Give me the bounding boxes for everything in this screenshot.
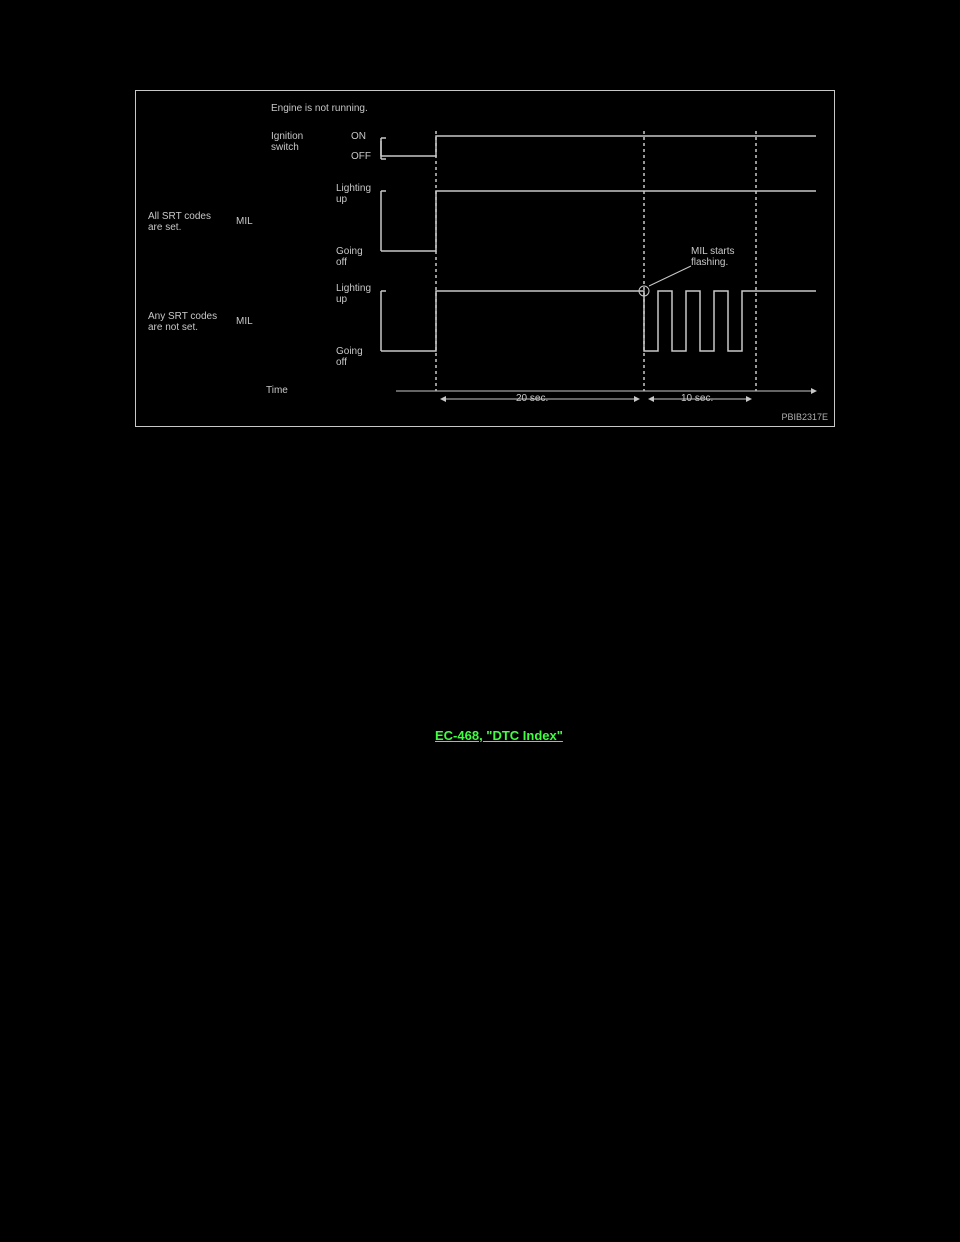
ignition-switch-label: Ignition switch [271, 131, 303, 153]
timing-diagram: Engine is not running. Ignition switch O… [135, 90, 835, 427]
lighting-up-1: Lighting up [336, 183, 371, 205]
diagram-id: PBIB2317E [781, 412, 828, 422]
lighting-up-2: Lighting up [336, 283, 371, 305]
on-label: ON [351, 131, 366, 142]
span-20sec: 20 sec. [516, 393, 548, 404]
going-off-1: Going off [336, 246, 363, 268]
going-off-2: Going off [336, 346, 363, 368]
dtc-index-link[interactable]: EC-468, "DTC Index" [435, 728, 563, 743]
row1-left-label: All SRT codes are set. [148, 211, 211, 233]
span-10sec: 10 sec. [681, 393, 713, 404]
off-label: OFF [351, 151, 371, 162]
time-label: Time [266, 385, 288, 396]
row2-left-label: Any SRT codes are not set. [148, 311, 217, 333]
mil-label-1: MIL [236, 216, 253, 227]
header-label: Engine is not running. [271, 103, 368, 114]
mil-label-2: MIL [236, 316, 253, 327]
callout-label: MIL starts flashing. [691, 246, 735, 268]
